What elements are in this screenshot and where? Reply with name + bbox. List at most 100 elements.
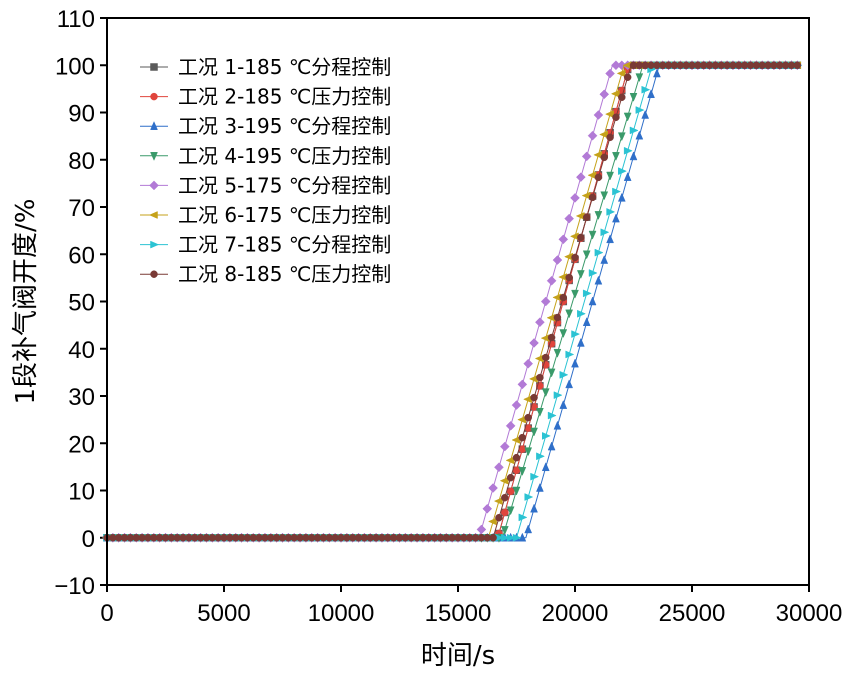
data-point: [559, 293, 568, 302]
x-tick-label: 15000: [425, 600, 492, 627]
data-point: [623, 172, 632, 181]
y-tick-label: 90: [68, 101, 95, 128]
data-point: [499, 441, 510, 452]
data-point: [565, 379, 574, 389]
data-point: [524, 413, 532, 422]
data-point: [512, 453, 521, 462]
data-point: [594, 248, 604, 257]
data-point: [523, 358, 534, 369]
data-point: [635, 73, 644, 83]
data-point: [558, 234, 569, 245]
data-point: [606, 208, 616, 216]
data-point: [530, 503, 538, 513]
y-tick-label: 0: [82, 526, 95, 553]
data-point: [494, 462, 504, 473]
data-point: [576, 270, 585, 280]
data-point: [489, 534, 497, 542]
x-tick-label: 10000: [308, 600, 375, 627]
data-point: [529, 338, 539, 348]
data-point: [524, 447, 533, 457]
data-point: [577, 309, 586, 318]
y-tick-label: 10: [68, 479, 95, 506]
y-tick-label: 100: [55, 53, 95, 80]
data-point: [501, 493, 509, 502]
data-point: [536, 408, 544, 417]
data-point: [618, 167, 627, 176]
data-point: [617, 132, 626, 142]
data-point: [629, 151, 638, 161]
data-point: [594, 275, 603, 285]
data-point: [610, 89, 620, 98]
data-point: [542, 353, 550, 362]
data-point: [524, 493, 534, 501]
data-point: [559, 399, 568, 409]
y-axis-title: 1段补气阀开度/%: [11, 198, 41, 404]
plot-frame: [106, 17, 810, 586]
data-point: [571, 253, 579, 262]
y-tick-label: 30: [68, 384, 95, 411]
legend-marker: [150, 92, 158, 101]
data-point: [612, 152, 620, 161]
data-point: [546, 275, 557, 286]
data-point: [512, 486, 521, 496]
y-tick-label: 50: [68, 290, 95, 317]
data-point: [576, 337, 585, 347]
data-point: [547, 441, 556, 451]
data-point: [536, 482, 544, 492]
legend-label: 工况 2-185 ℃压力控制: [178, 85, 391, 109]
data-point: [518, 467, 527, 476]
data-point: [565, 309, 574, 319]
data-point: [530, 472, 540, 481]
data-point: [511, 400, 522, 410]
data-point: [488, 483, 498, 493]
data-point: [617, 192, 626, 202]
data-point: [517, 379, 528, 390]
data-point: [571, 358, 579, 368]
legend-item: 工况 5-175 ℃分程控制: [140, 173, 391, 197]
y-tick-label: 40: [68, 337, 95, 364]
data-point: [577, 233, 585, 242]
legend-label: 工况 6-175 ℃压力控制: [178, 203, 391, 227]
data-point: [524, 524, 533, 534]
data-point: [553, 391, 563, 400]
legend-item: 工况 4-195 ℃压力控制: [140, 144, 391, 168]
data-point: [535, 317, 545, 328]
legend-label: 工况 7-185 ℃分程控制: [178, 233, 391, 257]
data-point: [606, 234, 614, 244]
data-point: [559, 329, 568, 339]
data-point: [547, 368, 556, 378]
data-point: [493, 497, 503, 505]
legend-item: 工况 1-185 ℃分程控制: [140, 55, 391, 79]
legend-label: 工况 3-195 ℃分程控制: [178, 114, 391, 138]
data-point: [530, 427, 538, 437]
data-point: [582, 213, 591, 222]
y-tick-label: 60: [68, 242, 95, 269]
data-point: [547, 333, 556, 342]
data-point: [653, 68, 661, 78]
data-point: [599, 89, 610, 100]
data-point: [594, 173, 603, 182]
data-point: [518, 532, 527, 542]
data-point: [536, 452, 546, 461]
data-point: [587, 130, 598, 141]
data-point: [565, 273, 573, 282]
legend-label: 工况 1-185 ℃分程控制: [178, 55, 391, 79]
y-tick-label: 80: [68, 148, 95, 175]
data-point: [506, 506, 515, 516]
data-point: [612, 213, 620, 223]
data-point: [553, 420, 562, 430]
data-point: [588, 230, 597, 240]
series-8: [103, 61, 802, 542]
data-point: [512, 533, 522, 542]
data-point: [559, 370, 569, 379]
data-point: [518, 433, 527, 442]
legend-item: 工况 7-185 ℃分程控制: [140, 233, 391, 257]
data-point: [588, 193, 597, 202]
data-point: [565, 350, 575, 359]
legend-marker: [150, 121, 158, 130]
data-point: [582, 289, 592, 298]
legend-item: 工况 8-185 ℃压力控制: [140, 262, 391, 286]
data-point: [541, 388, 550, 398]
data-point: [594, 211, 603, 220]
data-point: [518, 513, 528, 522]
